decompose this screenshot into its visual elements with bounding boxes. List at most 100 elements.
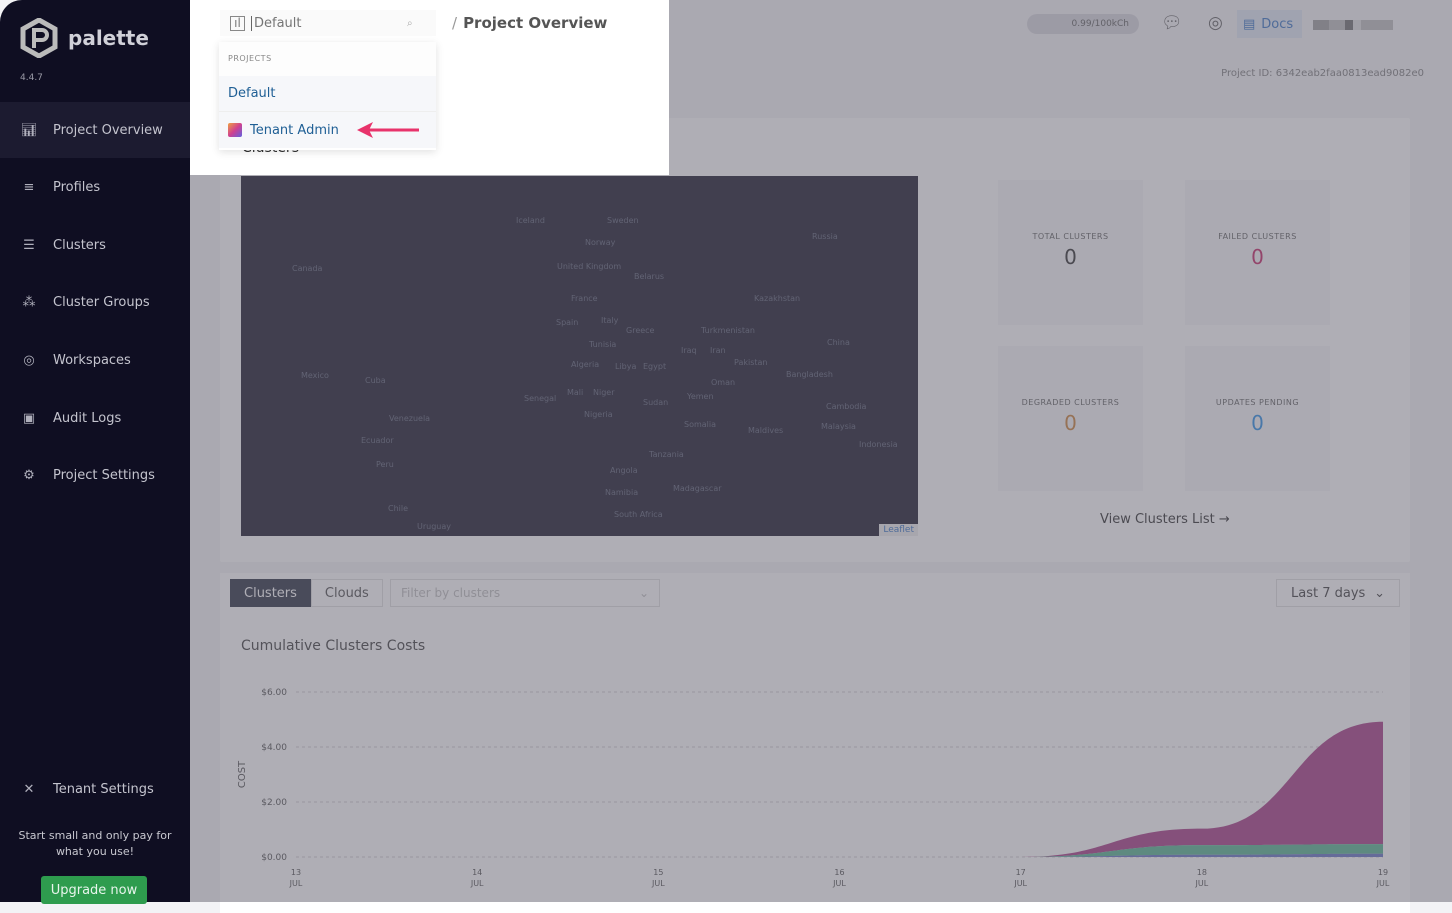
- sidebar-item-cluster-groups[interactable]: ⁂ Cluster Groups: [0, 275, 190, 331]
- map-country-label: Tanzania: [649, 450, 684, 459]
- sidebar-item-tenant-settings[interactable]: ✕ Tenant Settings: [0, 761, 190, 817]
- map-country-label: Norway: [585, 238, 616, 247]
- stat-value: 0: [1064, 245, 1077, 269]
- map-country-label: Angola: [610, 466, 638, 475]
- chat-icon[interactable]: 💬︎: [1161, 13, 1183, 33]
- cost-chart: $0.00 $2.00 $4.00 $6.00 COST 13 JUL 14 JUL 15 JUL 1…: [237, 688, 1390, 888]
- map-country-label: China: [827, 338, 850, 347]
- breadcrumb-separator: /: [452, 14, 458, 32]
- project-search-input[interactable]: [251, 15, 401, 31]
- list-icon: ☰: [23, 237, 35, 253]
- link-label: View Clusters List: [1100, 512, 1215, 527]
- sidebar-item-label: Cluster Groups: [53, 295, 150, 311]
- docs-label: Docs: [1261, 16, 1294, 32]
- leaflet-attribution[interactable]: Leaflet: [879, 524, 918, 536]
- map-country-label: Spain: [556, 318, 579, 327]
- stat-card: TOTAL CLUSTERS 0: [998, 180, 1143, 325]
- view-clusters-list-link[interactable]: View Clusters List →: [1100, 512, 1230, 527]
- credits-usage[interactable]: 0.99/100kCh: [1027, 14, 1139, 34]
- map-country-label: Indonesia: [859, 440, 898, 449]
- map-country-label: Italy: [601, 316, 619, 325]
- x-tick-label: JUL: [651, 879, 665, 888]
- sidebar-item-audit-logs[interactable]: ▣ Audit Logs: [0, 390, 190, 446]
- map-country-label: Sweden: [607, 216, 639, 225]
- y-tick-label: $2.00: [261, 798, 287, 808]
- main: 0.99/100kCh 💬︎ ◎ ▤ Docs Project ID: 6342e…: [190, 0, 1452, 913]
- sidebar-item-label: Project Settings: [53, 468, 155, 484]
- sidebar-item-label: Audit Logs: [53, 410, 122, 426]
- sidebar-item-workspaces[interactable]: ◎ Workspaces: [0, 332, 190, 388]
- sidebar-item-profiles[interactable]: ≡ Profiles: [0, 160, 190, 216]
- map-country-label: Uruguay: [417, 522, 451, 531]
- map-country-label: Sudan: [643, 398, 669, 407]
- map-country-label: Yemen: [687, 392, 714, 401]
- project-icon: ıl: [230, 15, 245, 31]
- map-country-label: South Africa: [614, 510, 663, 519]
- tenant-icon: [228, 123, 242, 137]
- logo[interactable]: palette: [20, 18, 149, 58]
- x-tick-label: 15: [653, 868, 663, 877]
- map-country-label: Senegal: [524, 394, 557, 403]
- project-search[interactable]: ıl ⌕: [220, 10, 436, 36]
- map-country-label: Iran: [710, 346, 726, 355]
- stat-card: UPDATES PENDING 0: [1185, 346, 1330, 491]
- map-country-label: Pakistan: [734, 358, 768, 367]
- page-title: Project Overview: [463, 14, 608, 32]
- map-country-label: Belarus: [634, 272, 665, 281]
- sidebar-item-project-settings[interactable]: ⚙ Project Settings: [0, 448, 190, 504]
- stat-card: DEGRADED CLUSTERS 0: [998, 346, 1143, 491]
- project-option-default[interactable]: Default: [219, 76, 436, 112]
- map-country-label: Niger: [593, 388, 615, 397]
- map-country-label: Chile: [388, 504, 409, 513]
- x-tick-label: 19: [1378, 868, 1388, 877]
- map-country-label: Mexico: [301, 371, 329, 380]
- sidebar-item-label: Tenant Settings: [53, 781, 154, 797]
- nodes-icon: ⁂: [22, 295, 36, 311]
- sidebar-item-label: Profiles: [53, 180, 101, 196]
- highlight-region: ıl ⌕ /Project Overview Clusters PROJECTS…: [190, 0, 669, 175]
- dropdown-heading: PROJECTS: [219, 42, 436, 76]
- app-name: palette: [68, 26, 149, 50]
- promo-text: Start small and only pay for what you us…: [18, 829, 172, 858]
- x-tick-label: 18: [1197, 868, 1207, 877]
- map-country-label: Iraq: [681, 346, 697, 355]
- sidebar-item-label: Project Overview: [53, 122, 163, 138]
- map-country-label: Nigeria: [584, 410, 613, 419]
- map-country-label: Cambodia: [826, 402, 867, 411]
- stat-label: FAILED CLUSTERS: [1218, 232, 1297, 241]
- compass-icon[interactable]: ◎: [1208, 13, 1223, 33]
- x-tick-label: 14: [472, 868, 482, 877]
- stat-label: UPDATES PENDING: [1215, 398, 1300, 407]
- world-map[interactable]: Leaflet Iceland Sweden Norway Russia Canada U…: [241, 176, 918, 536]
- map-country-label: Malaysia: [821, 422, 856, 431]
- map-country-label: Maldives: [748, 426, 784, 435]
- y-tick-label: $4.00: [261, 743, 287, 753]
- map-country-label: Canada: [292, 264, 323, 273]
- map-country-label: Kazakhstan: [754, 294, 801, 303]
- arrow-right-icon: →: [1218, 512, 1230, 527]
- costs-panel: Clusters Clouds Filter by clusters ⌄ Last…: [220, 573, 1410, 913]
- map-country-label: Mali: [567, 388, 584, 397]
- map-country-label: Tunisia: [589, 340, 617, 349]
- map-country-label: Bangladesh: [786, 370, 833, 379]
- y-axis-label: COST: [237, 760, 248, 788]
- map-country-label: Venezuela: [389, 414, 431, 423]
- sidebar: palette 4.4.7 📊︎ Project Overview ≡ Profile…: [0, 0, 190, 904]
- docs-button[interactable]: ▤ Docs: [1237, 10, 1302, 38]
- map-country-label: Peru: [376, 460, 394, 469]
- search-doc-icon: ▣: [22, 410, 36, 426]
- sidebar-item-project-overview[interactable]: 📊︎ Project Overview: [0, 102, 190, 158]
- search-icon: ⌕: [407, 17, 413, 29]
- gear-icon: ⚙: [23, 468, 35, 484]
- user-menu[interactable]: [1313, 20, 1393, 30]
- x-tick-label: JUL: [470, 879, 484, 888]
- map-country-label: Iceland: [516, 216, 545, 225]
- chart-icon: 📊︎: [20, 122, 38, 138]
- option-label: Tenant Admin: [250, 122, 339, 138]
- stat-card: FAILED CLUSTERS 0: [1185, 180, 1330, 325]
- map-country-label: Greece: [626, 326, 655, 335]
- project-option-tenant-admin[interactable]: Tenant Admin: [219, 112, 436, 148]
- sidebar-item-clusters[interactable]: ☰ Clusters: [0, 217, 190, 273]
- upgrade-button[interactable]: Upgrade now: [41, 876, 147, 904]
- map-country-label: Madagascar: [673, 484, 722, 493]
